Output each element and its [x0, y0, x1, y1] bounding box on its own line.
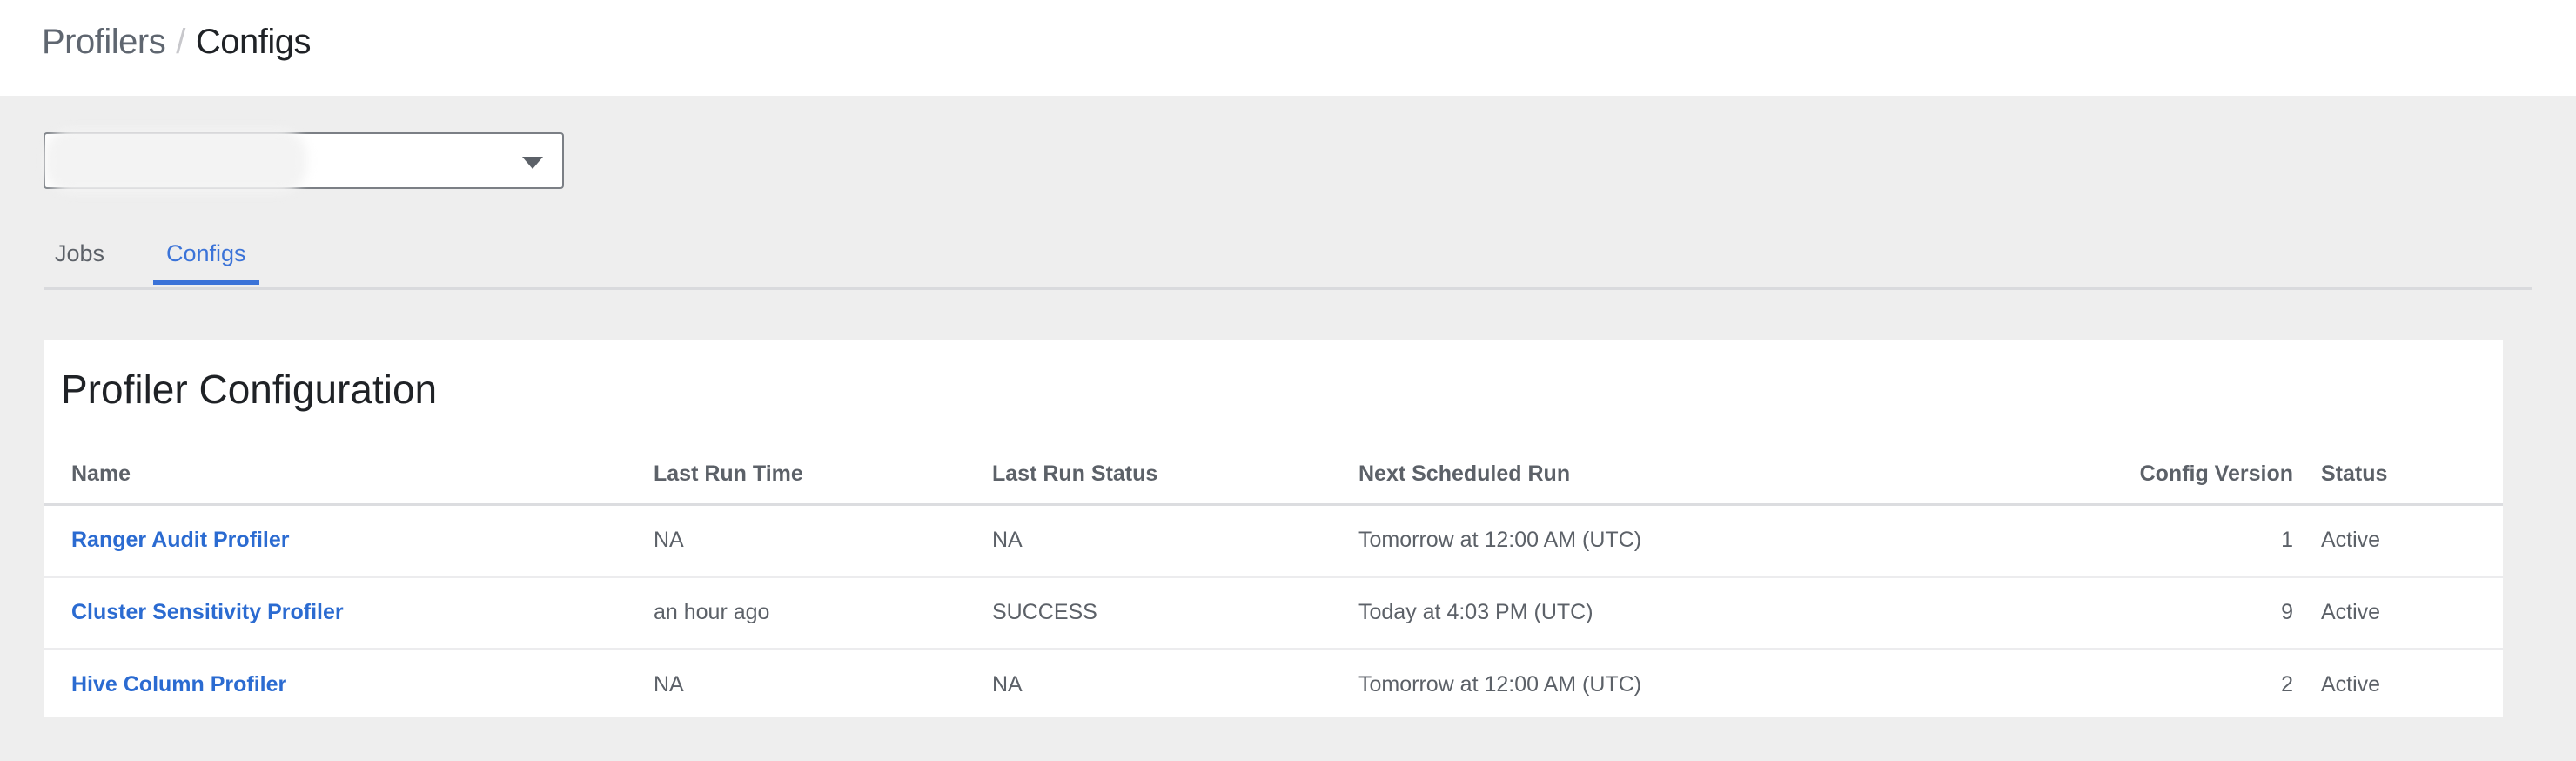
breadcrumb-separator: / — [176, 23, 185, 61]
last-run-time: NA — [654, 672, 684, 697]
caret-down-icon — [522, 157, 543, 169]
next-scheduled-run: Tomorrow at 12:00 AM (UTC) — [1358, 528, 1642, 552]
column-header-last-run-status[interactable]: Last Run Status — [992, 461, 1158, 486]
column-header-next-scheduled-run[interactable]: Next Scheduled Run — [1358, 461, 1571, 486]
profiler-configuration-card: Profiler Configuration Name Last Run Tim… — [44, 340, 2503, 717]
status: Active — [2321, 600, 2381, 624]
status: Active — [2321, 528, 2381, 552]
column-header-last-run-time[interactable]: Last Run Time — [654, 461, 803, 486]
cluster-select[interactable] — [44, 129, 564, 193]
profiler-name-link[interactable]: Ranger Audit Profiler — [71, 528, 290, 552]
status: Active — [2321, 672, 2381, 697]
redacted-value — [45, 129, 306, 193]
tab-configs[interactable]: Configs — [153, 240, 259, 285]
table-row: Hive Column Profiler NA NA Tomorrow at 12:0… — [44, 650, 2503, 720]
card-title: Profiler Configuration — [61, 367, 438, 412]
column-header-name[interactable]: Name — [71, 461, 131, 486]
last-run-time: an hour ago — [654, 600, 770, 624]
breadcrumb: Profilers / Configs — [42, 23, 311, 62]
last-run-time: NA — [654, 528, 684, 552]
next-scheduled-run: Today at 4:03 PM (UTC) — [1358, 600, 1593, 624]
config-version: 9 — [2281, 600, 2293, 624]
last-run-status: SUCCESS — [992, 600, 1097, 624]
breadcrumb-current: Configs — [195, 23, 312, 61]
column-header-status[interactable]: Status — [2321, 461, 2388, 486]
table-row: Cluster Sensitivity Profiler an hour ago S… — [44, 578, 2503, 650]
profiler-name-link[interactable]: Cluster Sensitivity Profiler — [71, 600, 344, 624]
table-row: Ranger Audit Profiler NA NA Tomorrow at 12:… — [44, 506, 2503, 578]
top-bar: Profilers / Configs — [0, 0, 2576, 96]
table-header: Name Last Run Time Last Run Status Next … — [44, 460, 2503, 506]
breadcrumb-profilers[interactable]: Profilers — [42, 23, 166, 61]
last-run-status: NA — [992, 672, 1023, 697]
last-run-status: NA — [992, 528, 1023, 552]
profiler-name-link[interactable]: Hive Column Profiler — [71, 672, 287, 697]
config-version: 2 — [2281, 672, 2293, 697]
tab-bar: Jobs Configs — [44, 226, 2532, 290]
column-header-config-version[interactable]: Config Version — [2139, 461, 2293, 486]
next-scheduled-run: Tomorrow at 12:00 AM (UTC) — [1358, 672, 1642, 697]
config-version: 1 — [2281, 528, 2293, 552]
tab-jobs[interactable]: Jobs — [55, 240, 105, 266]
